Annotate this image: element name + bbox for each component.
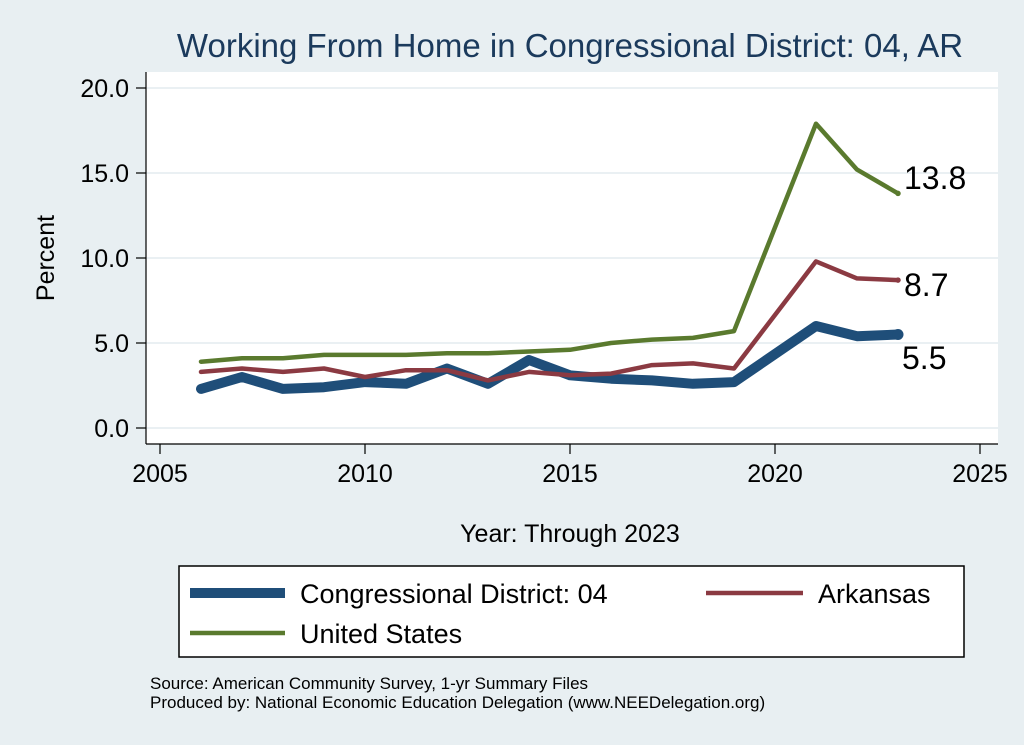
series-line-1 (198, 259, 901, 383)
legend-box (178, 565, 965, 658)
series-layer: 5.5 8.7 13.8 (196, 121, 966, 394)
legend-label-1: Arkansas (818, 579, 931, 609)
x-tick-label: 2020 (747, 460, 803, 488)
series-end-label-0: 5.5 (902, 340, 946, 376)
series-end-label-2: 13.8 (904, 160, 966, 196)
legend: Congressional District: 04 Arkansas United… (190, 579, 931, 649)
series-line-0 (196, 321, 903, 394)
legend-label-0: Congressional District: 04 (300, 579, 608, 609)
series-end-point-0 (892, 329, 904, 340)
gridlines (146, 87, 998, 429)
y-tick-label: 20.0 (80, 75, 129, 103)
series-line-2 (198, 121, 901, 364)
axes: 0.0 5.0 10.0 15.0 20.0 2005 2010 2015 2020 2025 (80, 72, 1008, 488)
x-tick-label: 2025 (952, 460, 1008, 488)
source-note: Source: American Community Survey, 1-yr … (150, 674, 589, 693)
legend-label-2: United States (300, 619, 462, 649)
series-end-point-2 (895, 190, 901, 197)
series-end-point-1 (895, 277, 901, 283)
x-tick-label: 2010 (337, 460, 393, 488)
y-axis-label: Percent (32, 215, 60, 301)
x-axis-label: Year: Through 2023 (460, 520, 680, 548)
y-tick-label: 5.0 (94, 330, 129, 358)
produced-by-note: Produced by: National Economic Education… (150, 693, 766, 712)
chart-title: Working From Home in Congressional Distr… (177, 27, 963, 64)
x-tick-label: 2005 (132, 460, 188, 488)
y-tick-label: 0.0 (94, 415, 129, 443)
series-end-label-1: 8.7 (904, 267, 948, 303)
y-tick-label: 15.0 (80, 160, 129, 188)
y-tick-label: 10.0 (80, 245, 129, 273)
x-tick-label: 2015 (542, 460, 598, 488)
